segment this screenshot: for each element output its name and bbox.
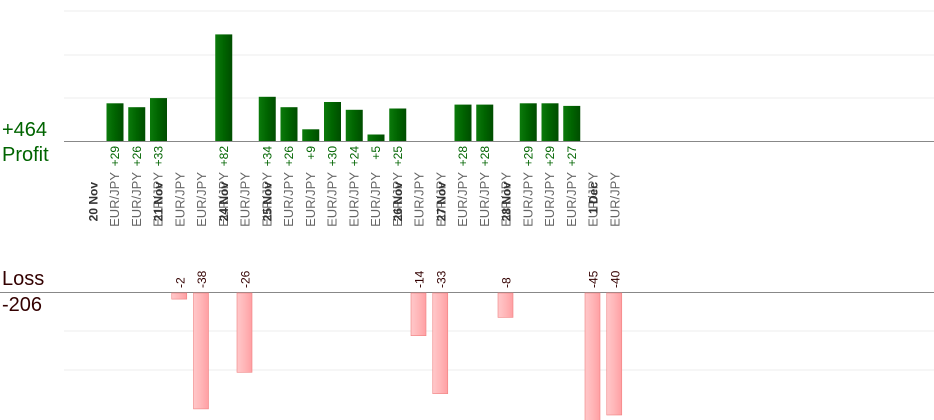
date-label: 20 Nov — [86, 182, 100, 222]
pair-label: EUR/JPY — [216, 172, 231, 227]
profit-value-label: +5 — [369, 146, 383, 160]
pair-label: EUR/JPY — [368, 172, 383, 227]
profit-bar — [302, 129, 320, 141]
loss-total: -206 — [2, 294, 43, 316]
profit-value-label: +28 — [478, 146, 492, 167]
profit-value-label: +24 — [347, 146, 361, 167]
profit-value-label: +33 — [152, 146, 166, 167]
profit-value-label: +29 — [543, 146, 557, 167]
pair-label: EUR/JPY — [412, 172, 427, 227]
profit-value-label: +25 — [391, 146, 405, 167]
profit-value-label: +27 — [565, 146, 579, 167]
profit-bar — [324, 102, 341, 141]
profit-value-label: +29 — [108, 146, 122, 167]
loss-bar — [193, 292, 209, 410]
loss-value-label: -33 — [434, 270, 448, 288]
profit-bar — [367, 134, 385, 141]
profit-value-label: +30 — [326, 146, 340, 167]
pair-label: EUR/JPY — [259, 172, 274, 227]
pair-label: EUR/JPY — [586, 172, 601, 227]
pair-label: EUR/JPY — [172, 172, 187, 227]
date-label: 24 Nov — [217, 182, 231, 222]
pair-label: EUR/JPY — [129, 172, 144, 227]
pair-label: EUR/JPY — [542, 172, 557, 227]
loss-bar — [236, 292, 253, 373]
loss-value-label: -14 — [413, 270, 427, 288]
loss-bar — [410, 292, 427, 337]
profit-value-label: +9 — [304, 146, 318, 160]
pair-label: EUR/JPY — [194, 172, 209, 227]
loss-label: Loss — [2, 268, 45, 290]
profit-bar — [519, 103, 537, 141]
loss-bar — [171, 292, 188, 300]
profit-bar — [476, 104, 494, 141]
loss-bar — [606, 292, 623, 416]
date-label: 21 Nov — [152, 182, 166, 222]
date-label: 28 Nov — [500, 182, 514, 222]
profit-bar — [215, 34, 233, 141]
pair-label: EUR/JPY — [433, 172, 448, 227]
profit-value-label: +28 — [456, 146, 470, 167]
pair-label: EUR/JPY — [151, 172, 166, 227]
loss-bar — [432, 292, 449, 394]
profit-bar — [541, 103, 559, 141]
pair-label: EUR/JPY — [303, 172, 318, 227]
profit-bar — [150, 98, 167, 141]
pair-label: EUR/JPY — [238, 172, 253, 227]
profit-bar — [106, 103, 124, 141]
loss-value-label: -40 — [608, 270, 622, 288]
pair-label: EUR/JPY — [390, 172, 405, 227]
loss-bar — [584, 292, 601, 420]
profit-label: Profit — [2, 144, 49, 166]
pair-label: EUR/JPY — [520, 172, 535, 227]
pair-label: EUR/JPY — [564, 172, 579, 227]
pair-label: EUR/JPY — [499, 172, 514, 227]
loss-value-label: -2 — [173, 277, 187, 288]
date-label: 25 Nov — [260, 182, 274, 222]
loss-value-label: -45 — [587, 270, 601, 288]
pair-label: EUR/JPY — [477, 172, 492, 227]
date-label: 27 Nov — [434, 182, 448, 222]
loss-value-label: -8 — [500, 277, 514, 288]
profit-bar — [258, 96, 276, 141]
profit-value-label: +26 — [130, 146, 144, 167]
pair-label: EUR/JPY — [281, 172, 296, 227]
profit-total: +464 — [2, 119, 48, 141]
loss-value-label: -38 — [195, 270, 209, 288]
pair-label: EUR/JPY — [346, 172, 361, 227]
profit-bar — [389, 108, 407, 141]
profit-value-label: +34 — [260, 146, 274, 167]
pair-label: EUR/JPY — [455, 172, 470, 227]
pair-label: EUR/JPY — [325, 172, 340, 227]
date-label: 1 Dec — [587, 182, 601, 214]
profit-value-label: +26 — [282, 146, 296, 167]
profit-value-label: +29 — [521, 146, 535, 167]
loss-value-label: -26 — [239, 270, 253, 288]
profit-bar — [454, 104, 472, 141]
loss-bar — [497, 292, 514, 318]
pair-label: EUR/JPY — [107, 172, 122, 227]
profit-bar — [128, 107, 146, 141]
date-label: 26 Nov — [391, 182, 405, 222]
profit-value-label: +82 — [217, 146, 231, 167]
pair-label: EUR/JPY — [607, 172, 622, 227]
profit-bar — [563, 105, 581, 141]
profit-bar — [280, 107, 298, 141]
profit-bar — [345, 109, 363, 141]
